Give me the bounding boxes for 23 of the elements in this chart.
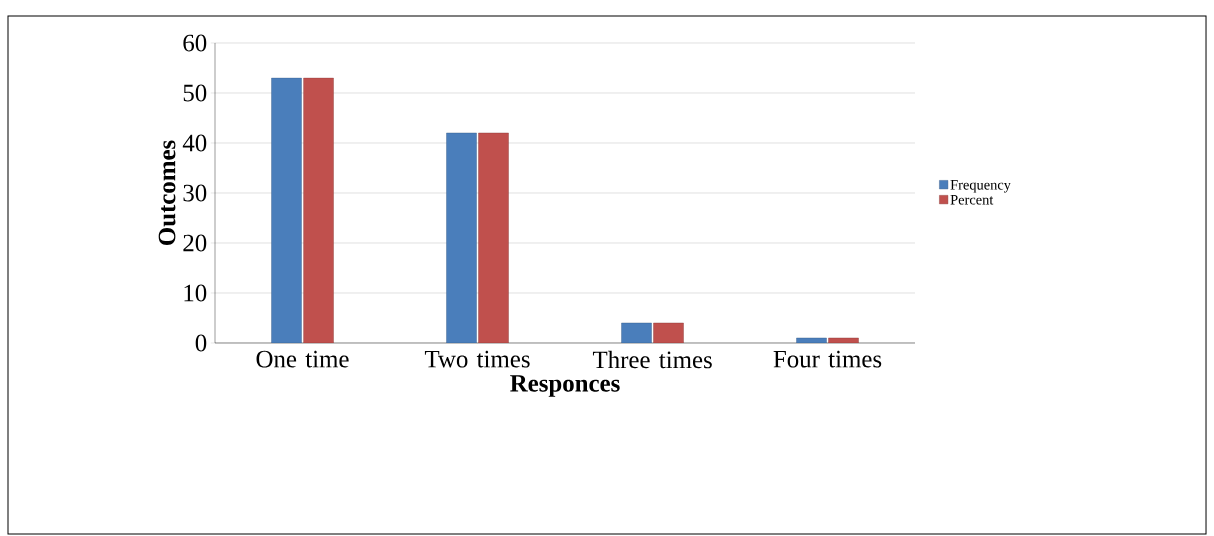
bar [653, 322, 684, 343]
bar [446, 132, 477, 343]
bar [796, 337, 827, 343]
x-axis-title: Responces [510, 375, 620, 397]
bar [478, 132, 509, 343]
y-tick-label: 20 [183, 234, 207, 252]
x-tick-label: One time [256, 350, 349, 368]
legend-label: Frequency [950, 180, 1011, 193]
y-tick-label: 0 [195, 334, 207, 352]
bar [303, 77, 334, 343]
y-axis-title: Outcomes [158, 140, 176, 245]
x-tick-label: Four times [773, 350, 882, 368]
legend-label: Percent [950, 195, 994, 205]
y-tick-label: 10 [184, 284, 207, 302]
y-tick-label: 50 [183, 84, 207, 102]
x-tick-label: Two times [424, 350, 530, 368]
y-tick-label: 40 [182, 134, 207, 152]
bar [621, 322, 652, 343]
y-tick-label: 30 [183, 184, 207, 202]
x-tick-label: Three times [592, 350, 712, 369]
bar [271, 77, 302, 343]
bar [828, 337, 859, 343]
y-tick-label: 60 [183, 34, 207, 52]
